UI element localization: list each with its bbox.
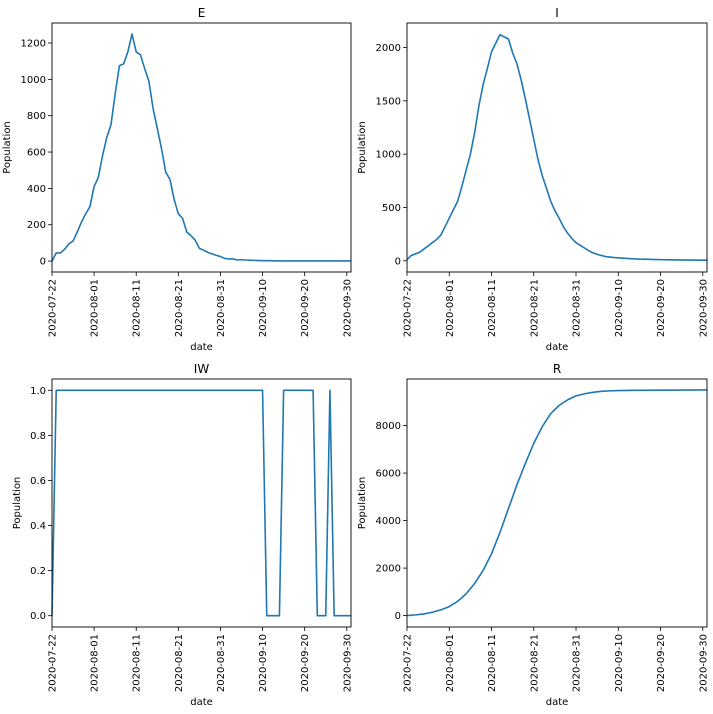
- y-tick-label: 0: [395, 256, 401, 267]
- y-axis-label-e: Population: [2, 121, 13, 174]
- y-axis-label-iw: Population: [12, 477, 23, 530]
- y-tick-label: 2000: [376, 43, 401, 54]
- y-tick-label: 0: [395, 611, 401, 622]
- series-line-i: [406, 33, 707, 261]
- x-axis-label-i: date: [546, 342, 569, 353]
- x-tick-label: 2020-08-21: [529, 634, 540, 692]
- chart-i: I 0 500 1000 1500 2000 2020-07-22 2020-08-01 202…: [357, 6, 709, 353]
- x-axis-label-r: date: [546, 697, 569, 708]
- y-axis-label-r: Population: [357, 477, 368, 530]
- y-tick-label: 1.0: [30, 386, 46, 397]
- x-tick-label: 2020-09-30: [698, 634, 709, 692]
- x-tick-label: 2020-07-22: [48, 634, 59, 692]
- series-line-e: [51, 33, 351, 262]
- y-tick-label: 0.2: [30, 566, 46, 577]
- chart-title-r: R: [553, 362, 561, 376]
- x-tick-label: 2020-08-31: [572, 634, 583, 692]
- x-tick-label: 2020-08-01: [90, 634, 101, 692]
- x-tick-label: 2020-08-01: [445, 279, 456, 337]
- x-tick-label: 2020-07-22: [403, 634, 414, 692]
- y-tick-label: 0.0: [30, 611, 46, 622]
- chart-iw: IW 0.0 0.2 0.4 0.6 0.8 1.0 2020-07-22 2020-08-01…: [12, 362, 353, 708]
- y-tick-label: 0.4: [30, 521, 46, 532]
- y-tick-label: 1000: [376, 150, 401, 161]
- x-tick-label: 2020-09-30: [342, 279, 353, 337]
- y-tick-label: 400: [27, 184, 46, 195]
- y-tick-label: 1200: [21, 38, 46, 49]
- plot-frame-e: [51, 22, 352, 273]
- y-tick-label: 800: [27, 111, 46, 122]
- x-tick-label: 2020-08-01: [445, 634, 456, 692]
- x-tick-label: 2020-08-21: [174, 279, 185, 337]
- series-line-iw: [51, 389, 351, 617]
- x-tick-label: 2020-09-20: [300, 634, 311, 692]
- y-tick-label: 4000: [376, 516, 401, 527]
- x-tick-label: 2020-09-30: [698, 279, 709, 337]
- chart-r: R 0 2000 4000 6000 8000 2020-07-22 2020-08-01 20…: [357, 362, 709, 708]
- chart-e: E 0 200 400 600 800 1000 1200 2020-07-22 2020-08-…: [2, 6, 353, 353]
- x-tick-label: 2020-09-10: [258, 634, 269, 692]
- y-tick-label: 1500: [376, 96, 401, 107]
- x-tick-label: 2020-08-11: [132, 279, 143, 337]
- y-tick-label: 0: [40, 257, 46, 268]
- x-tick-label: 2020-07-22: [403, 279, 414, 337]
- x-tick-label: 2020-08-11: [487, 634, 498, 692]
- x-tick-label: 2020-09-10: [614, 634, 625, 692]
- x-tick-label: 2020-09-20: [656, 279, 667, 337]
- y-tick-label: 1000: [21, 75, 46, 86]
- plot-frame-iw: [51, 378, 352, 628]
- x-tick-label: 2020-09-30: [342, 634, 353, 692]
- x-tick-label: 2020-09-10: [614, 279, 625, 337]
- x-tick-label: 2020-08-21: [529, 279, 540, 337]
- y-tick-label: 6000: [376, 469, 401, 480]
- x-tick-label: 2020-07-22: [48, 279, 59, 337]
- x-tick-label: 2020-08-31: [216, 634, 227, 692]
- y-tick-label: 600: [27, 148, 46, 159]
- chart-title-e: E: [198, 6, 206, 20]
- x-tick-label: 2020-08-01: [90, 279, 101, 337]
- y-axis-label-i: Population: [357, 121, 368, 174]
- y-tick-label: 200: [27, 220, 46, 231]
- x-axis-label-e: date: [190, 342, 213, 353]
- x-tick-label: 2020-09-10: [258, 279, 269, 337]
- x-tick-label: 2020-08-11: [132, 634, 143, 692]
- chart-title-iw: IW: [194, 362, 210, 376]
- y-tick-label: 8000: [376, 421, 401, 432]
- plot-frame-r: [406, 378, 708, 628]
- x-tick-label: 2020-09-20: [300, 279, 311, 337]
- y-tick-label: 2000: [376, 564, 401, 575]
- x-tick-label: 2020-08-11: [487, 279, 498, 337]
- y-tick-label: 500: [382, 203, 401, 214]
- plot-frame-i: [406, 22, 708, 273]
- x-tick-label: 2020-08-31: [216, 279, 227, 337]
- y-tick-label: 0.8: [30, 431, 46, 442]
- x-axis-label-iw: date: [190, 697, 213, 708]
- x-tick-label: 2020-08-21: [174, 634, 185, 692]
- series-line-r: [406, 389, 707, 617]
- x-tick-label: 2020-08-31: [572, 279, 583, 337]
- y-tick-label: 0.6: [30, 476, 46, 487]
- x-tick-label: 2020-09-20: [656, 634, 667, 692]
- chart-title-i: I: [555, 6, 559, 20]
